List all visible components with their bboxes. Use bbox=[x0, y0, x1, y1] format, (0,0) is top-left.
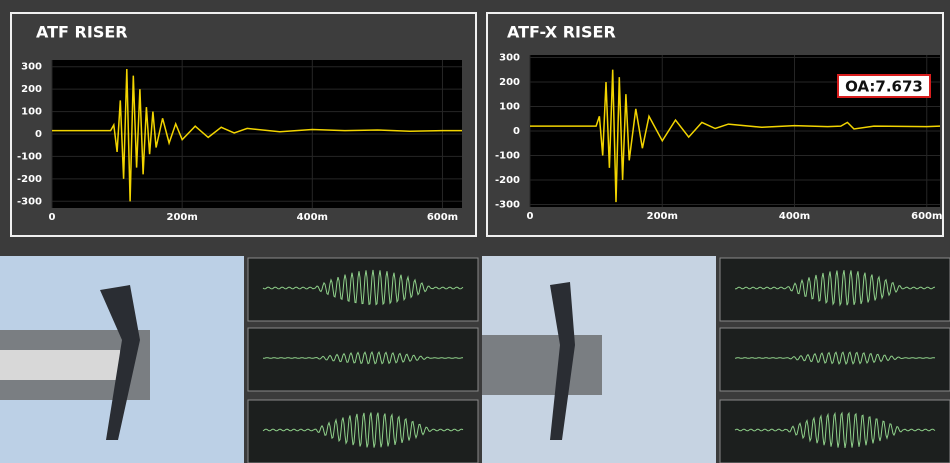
scope-screen bbox=[719, 327, 950, 392]
photo-strip bbox=[0, 256, 950, 463]
scope-trace bbox=[262, 412, 464, 448]
y-tick-label: 100 bbox=[499, 101, 520, 112]
y-tick-label: -200 bbox=[17, 174, 42, 185]
scope-screen bbox=[247, 399, 479, 463]
y-tick-label: 0 bbox=[513, 126, 520, 137]
scope-trace bbox=[263, 350, 463, 365]
y-tick-label: 300 bbox=[499, 52, 520, 63]
riser bbox=[100, 285, 140, 440]
x-tick-label: 0 bbox=[527, 211, 534, 222]
x-tick-label: 600m bbox=[911, 211, 942, 222]
x-tick-label: 200m bbox=[167, 212, 198, 223]
waveform bbox=[530, 69, 941, 203]
y-tick-label: 200 bbox=[21, 84, 42, 95]
annotation-box bbox=[837, 74, 931, 98]
y-tick-label: -100 bbox=[17, 151, 42, 162]
machine bbox=[482, 335, 602, 395]
y-tick-label: -200 bbox=[495, 175, 520, 186]
x-tick-label: 400m bbox=[297, 212, 328, 223]
waveform bbox=[52, 68, 462, 202]
chart-title: ATF RISER bbox=[36, 23, 128, 42]
x-tick-label: 600m bbox=[427, 212, 458, 223]
x-tick-label: 0 bbox=[49, 212, 56, 223]
annotation: OA:7.673 bbox=[845, 78, 923, 96]
scope-trace bbox=[734, 351, 936, 365]
y-tick-label: -300 bbox=[17, 196, 42, 207]
y-tick-label: -100 bbox=[495, 151, 520, 162]
scope-trace bbox=[734, 270, 935, 307]
y-tick-label: 0 bbox=[35, 129, 42, 140]
y-tick-label: 200 bbox=[499, 77, 520, 88]
scope-trace bbox=[734, 411, 936, 448]
scope-screens bbox=[247, 257, 950, 463]
x-tick-label: 200m bbox=[647, 211, 678, 222]
riser bbox=[550, 282, 575, 440]
x-tick-label: 400m bbox=[779, 211, 810, 222]
scope-screen bbox=[247, 257, 479, 322]
scope-screen bbox=[719, 399, 950, 463]
machine-bar bbox=[0, 350, 120, 380]
y-tick-label: -300 bbox=[495, 200, 520, 211]
scope-trace bbox=[262, 269, 464, 306]
chart-title: ATF-X RISER bbox=[507, 23, 616, 42]
y-tick-label: 300 bbox=[21, 62, 42, 73]
y-tick-label: 100 bbox=[21, 107, 42, 118]
